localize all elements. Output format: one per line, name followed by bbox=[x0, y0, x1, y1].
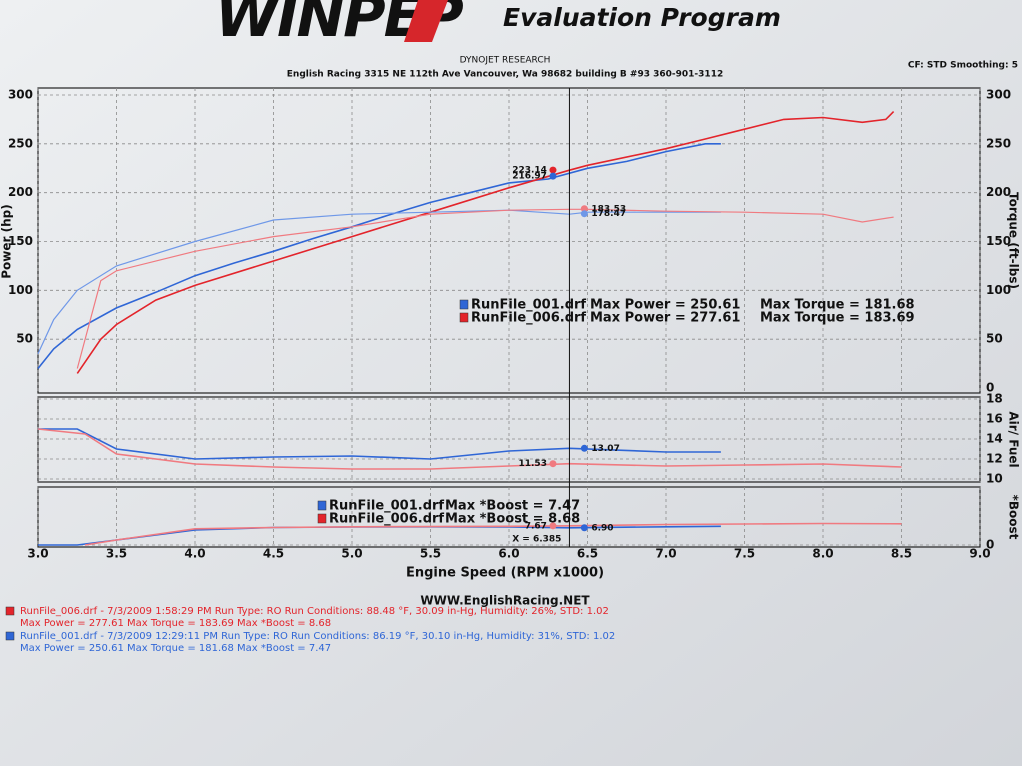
run-info: RunFile_006.drf - 7/3/2009 1:58:29 PM Ru… bbox=[20, 606, 609, 617]
run-swatch bbox=[5, 631, 15, 641]
y2-tick-label: 18 bbox=[986, 392, 1003, 406]
legend-field: Max Torque = 183.69 bbox=[760, 311, 915, 326]
cursor-value: 7.67 bbox=[525, 521, 547, 531]
y2-tick-label: 300 bbox=[986, 88, 1011, 102]
cursor-value: 6.90 bbox=[591, 523, 613, 533]
x-tick-label: 6.5 bbox=[577, 547, 598, 561]
legend-swatch bbox=[459, 312, 469, 323]
legend-field: Max *Boost = 8.68 bbox=[445, 512, 580, 527]
y2-tick-label: 100 bbox=[986, 283, 1011, 297]
y-tick-label: 150 bbox=[8, 234, 33, 248]
y2-tick-label: 16 bbox=[986, 412, 1003, 426]
run-summary: Max Power = 277.61 Max Torque = 183.69 M… bbox=[20, 618, 331, 629]
cursor-value: 223.14 bbox=[512, 166, 547, 176]
run-swatch bbox=[5, 606, 15, 616]
legend-name: RunFile_001.drf bbox=[471, 298, 586, 313]
y2-axis-title: Air/ Fuel bbox=[1007, 411, 1021, 467]
y2-axis-title: *Boost bbox=[1007, 495, 1021, 540]
series-line bbox=[84, 522, 902, 546]
y2-tick-label: 10 bbox=[986, 472, 1003, 486]
y-axis-title: Power (hp) bbox=[0, 204, 14, 278]
x-tick-label: 8.0 bbox=[812, 547, 833, 561]
legend-name: RunFile_001.drf bbox=[329, 499, 444, 514]
settings: CF: STD Smoothing: 5 bbox=[908, 61, 1018, 71]
cursor-point bbox=[580, 524, 588, 532]
cursor-value: 11.53 bbox=[518, 459, 546, 469]
legend-field: Max *Boost = 7.47 bbox=[445, 499, 580, 514]
x-tick-label: 8.5 bbox=[891, 547, 912, 561]
legend-field: Max Power = 250.61 bbox=[590, 298, 740, 313]
cursor-value: 183.53 bbox=[591, 204, 626, 214]
cursor-point bbox=[580, 210, 588, 218]
legend-name: RunFile_006.drf bbox=[471, 311, 586, 326]
logo-mark bbox=[404, 0, 448, 42]
website: WWW.EnglishRacing.NET bbox=[420, 594, 590, 608]
y2-tick-label: 0 bbox=[986, 381, 994, 395]
run-info: RunFile_001.drf - 7/3/2009 12:29:11 PM R… bbox=[20, 631, 615, 642]
x-tick-label: 3.0 bbox=[27, 547, 48, 561]
legend-name: RunFile_006.drf bbox=[329, 512, 444, 527]
series-line bbox=[38, 428, 721, 460]
legend-field: Max Torque = 181.68 bbox=[760, 298, 915, 313]
y2-tick-label: 12 bbox=[986, 452, 1003, 466]
cursor-point bbox=[549, 166, 557, 174]
cursor-point bbox=[549, 522, 557, 530]
y2-tick-label: 0 bbox=[986, 538, 994, 552]
x-tick-label: 7.5 bbox=[734, 547, 755, 561]
y-tick-label: 100 bbox=[8, 283, 33, 297]
x-axis-title: Engine Speed (RPM x1000) bbox=[406, 566, 604, 581]
y2-tick-label: 250 bbox=[986, 136, 1011, 150]
x-tick-label: 4.0 bbox=[184, 547, 205, 561]
program-title: Evaluation Program bbox=[503, 3, 781, 32]
cursor-point bbox=[549, 460, 557, 468]
y-tick-label: 250 bbox=[8, 136, 33, 150]
series-line bbox=[76, 208, 894, 369]
y2-axis-title: Torque (ft-lbs) bbox=[1007, 192, 1021, 289]
cursor-point bbox=[580, 444, 588, 452]
x-tick-label: 5.5 bbox=[420, 547, 441, 561]
cursor-point bbox=[580, 205, 588, 213]
run-summary: Max Power = 250.61 Max Torque = 181.68 M… bbox=[20, 643, 331, 654]
y-tick-label: 300 bbox=[8, 88, 33, 102]
legend-field: Max Power = 277.61 bbox=[590, 311, 740, 326]
x-tick-label: 9.0 bbox=[969, 547, 990, 561]
cursor-value: 216.97 bbox=[512, 172, 547, 182]
series-line bbox=[37, 143, 721, 370]
series-line bbox=[37, 428, 902, 470]
legend-swatch bbox=[317, 513, 327, 524]
address: English Racing 3315 NE 112th Ave Vancouv… bbox=[287, 70, 723, 80]
x-tick-label: 5.0 bbox=[341, 547, 362, 561]
y-tick-label: 50 bbox=[16, 332, 33, 346]
x-tick-label: 7.0 bbox=[655, 547, 676, 561]
x-tick-label: 3.5 bbox=[106, 547, 127, 561]
x-tick-label: 4.5 bbox=[263, 547, 284, 561]
y2-tick-label: 50 bbox=[986, 332, 1003, 346]
cursor-value: 178.47 bbox=[591, 209, 626, 219]
legend-swatch bbox=[317, 500, 327, 511]
legend-swatch bbox=[459, 299, 469, 310]
x-tick-label: 6.0 bbox=[498, 547, 519, 561]
y2-tick-label: 14 bbox=[986, 432, 1003, 446]
company: DYNOJET RESEARCH bbox=[460, 56, 551, 66]
cursor-label: X = 6.385 bbox=[512, 535, 561, 545]
cursor-value: 13.07 bbox=[591, 444, 619, 454]
y-tick-label: 200 bbox=[8, 185, 33, 199]
y2-tick-label: 150 bbox=[986, 234, 1011, 248]
cursor-point bbox=[549, 172, 557, 180]
y2-tick-label: 200 bbox=[986, 185, 1011, 199]
